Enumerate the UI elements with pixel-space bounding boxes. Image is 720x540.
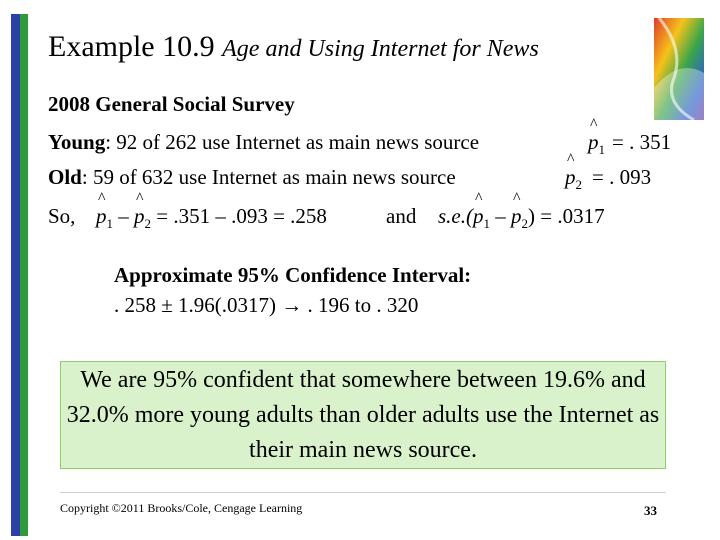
conclusion-callout: We are 95% confident that somewhere betw… <box>60 361 666 469</box>
young-label: Young <box>48 130 106 154</box>
difference-value: = .351 – .093 = .258 <box>156 204 327 228</box>
se-prefix: s.e.( <box>438 204 473 228</box>
old-text: : 59 of 632 use Internet as main news so… <box>81 165 456 189</box>
page-number: 33 <box>644 503 657 518</box>
ci-title: Approximate 95% Confidence Interval: <box>114 263 472 287</box>
difference-equation: p1 – p2 = .351 – .093 = .258 <box>96 190 327 232</box>
old-label: Old <box>48 165 82 189</box>
conclusion-text: We are 95% confident that somewhere betw… <box>66 366 660 463</box>
and-word: and <box>386 204 417 228</box>
old-line: Old: 59 of 632 use Internet as main news… <box>48 165 456 190</box>
young-line: Young: 92 of 262 use Internet as main ne… <box>48 130 479 155</box>
footer-divider <box>60 492 666 493</box>
page-title: Example 10.9 Age and Using Internet for … <box>48 30 539 64</box>
standard-error-equation: s.e.(p1 – p2) = .0317 <box>438 190 605 232</box>
copyright-footer: Copyright ©2011 Brooks/Cole, Cengage Lea… <box>60 501 303 515</box>
p1-hat-symbol: p1 <box>473 190 490 232</box>
p2-hat-symbol: p2 <box>565 151 582 193</box>
p1-hat-symbol: p1 <box>96 190 113 232</box>
se-value: ) = .0317 <box>528 204 605 228</box>
title-sub: Age and Using Internet for News <box>222 36 539 62</box>
p2-hat-symbol: p2 <box>134 190 151 232</box>
p2-hat-symbol: p2 <box>511 190 528 232</box>
decorative-logo <box>654 18 704 120</box>
title-main: Example 10.9 <box>48 30 215 63</box>
so-label: So, <box>48 204 76 228</box>
young-text: : 92 of 262 use Internet as main news so… <box>105 130 480 154</box>
survey-heading: 2008 General Social Survey <box>48 92 295 116</box>
young-value: = . 351 <box>612 130 672 154</box>
ci-body: . 258 ± 1.96(.0317) → . 196 to . 320 <box>114 293 419 317</box>
left-accent-bar-green <box>20 14 28 536</box>
left-accent-bar-blue <box>11 14 20 536</box>
old-value: = . 093 <box>592 165 652 189</box>
p1-hat-symbol: p1 <box>588 116 605 158</box>
